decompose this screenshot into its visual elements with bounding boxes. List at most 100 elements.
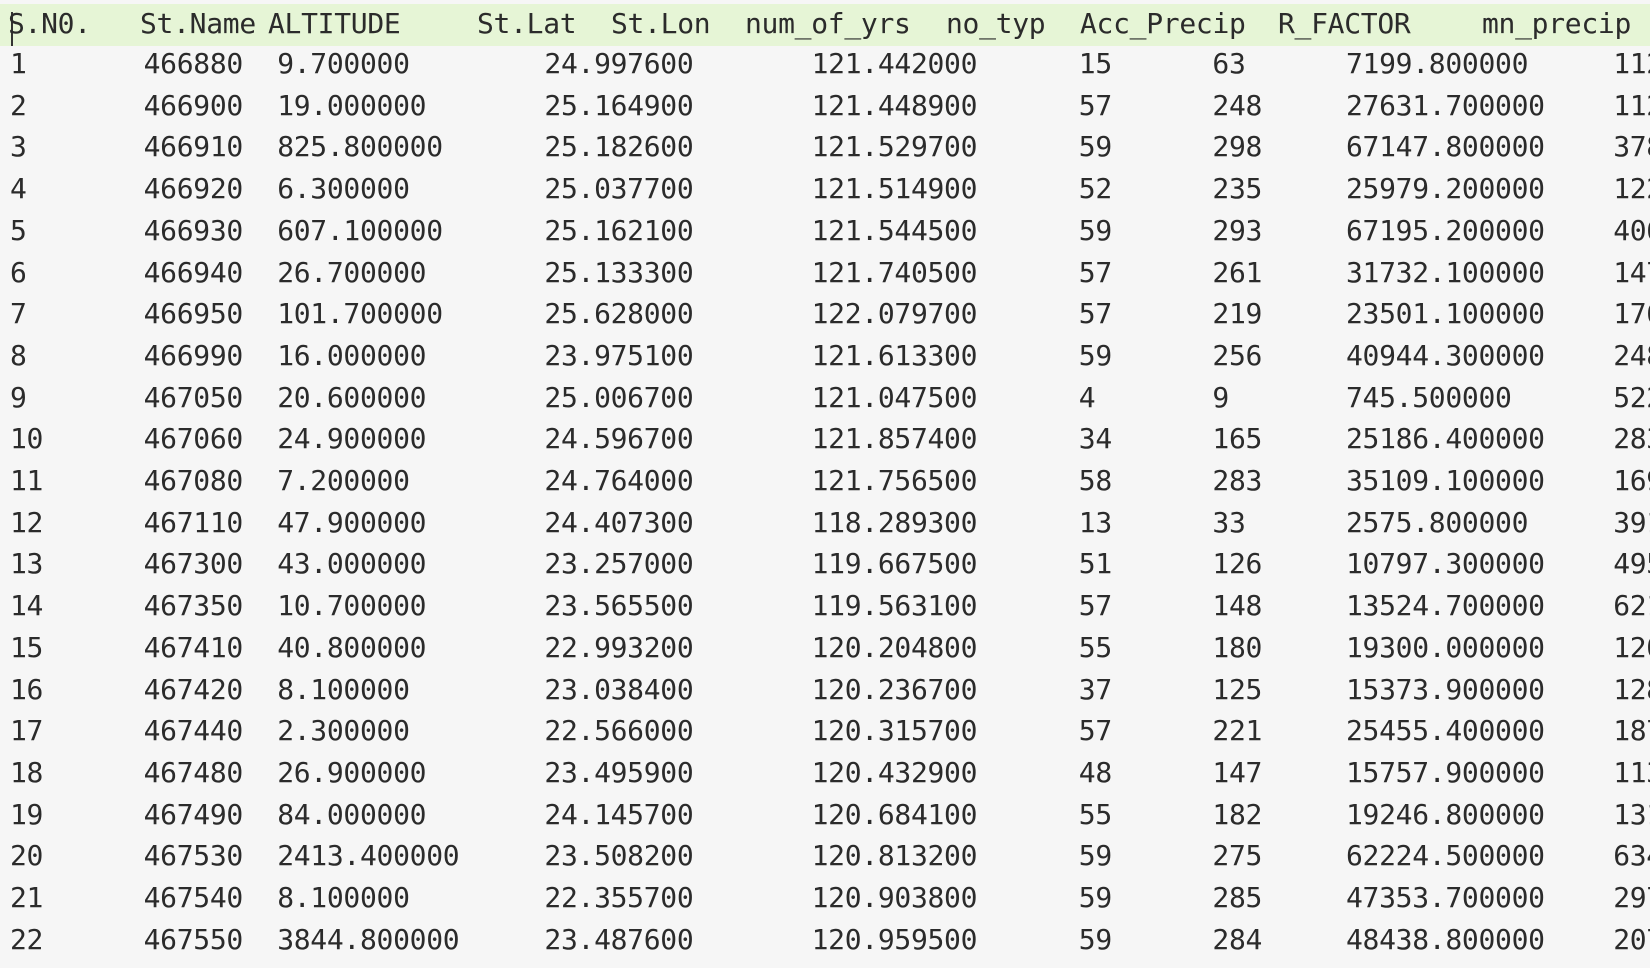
table-cell: 22.993200 (544, 630, 694, 664)
header-cell: S.N0. (8, 7, 91, 40)
table-cell: 59 (1078, 922, 1112, 956)
table-cell: 467300 (143, 547, 244, 581)
table-cell: 24.145700 (544, 797, 694, 831)
table-cell: 8 (10, 338, 27, 372)
header-cell: mn_precip (1482, 7, 1632, 40)
table-cell: 24.407300 (544, 505, 694, 539)
table-cell: 180 (1212, 630, 1263, 664)
table-row: 3 466910 825.800000 25.182600 121.529700 59 29… (0, 133, 1650, 175)
table-row: 7 466950 101.700000 25.628000 122.079700 57 21… (0, 300, 1650, 342)
table-cell: 9.700000 (277, 47, 410, 80)
table-cell: 35109.100000 (1346, 464, 1545, 497)
table-cell: 24.997600 (544, 47, 694, 80)
header-cell: ALTITUDE (268, 7, 401, 40)
table-cell: 47353.700000 (1346, 881, 1545, 914)
table-cell: 2413.400000 (277, 839, 460, 873)
table-cell: 1693.359759 (1613, 464, 1650, 497)
table-cell: 119.667500 (811, 547, 978, 581)
table-cell: 7.200000 (277, 464, 410, 497)
table-cell: 14 (10, 589, 44, 623)
table-cell: 37 (1078, 672, 1112, 706)
table-cell: 62224.500000 (1346, 839, 1545, 873)
table-cell: 18 (10, 755, 44, 789)
table-cell: 25.162100 (544, 213, 694, 247)
table-cell: 1762.092526 (1613, 297, 1650, 331)
table-cell: 2575.800000 (1346, 505, 1529, 539)
table-cell: 147 (1212, 755, 1263, 789)
table-cell: 284 (1212, 922, 1263, 956)
table-row: 5 466930 607.100000 25.162100 121.544500 59 29… (0, 213, 1650, 259)
table-cell: 59 (1078, 338, 1112, 372)
table-cell: 1288.937838 (1613, 672, 1650, 706)
table-cell: 10 (10, 422, 44, 456)
table-cell: 21 (10, 881, 44, 914)
table-row: 22 467550 3844.800000 23.487600 120.959500 59… (0, 922, 1650, 968)
table-cell: 23.565500 (544, 589, 694, 623)
header-cell: num_of_yrs (745, 7, 911, 40)
table-cell: 3844.800000 (277, 922, 460, 956)
table-cell: 22 (10, 922, 44, 956)
table-cell: 19 (10, 797, 44, 831)
table-cell: 391.538000 (1613, 505, 1650, 539)
table-cell: 57 (1078, 297, 1112, 331)
table-cell: 466950 (143, 297, 244, 331)
table-cell: 120.959500 (811, 922, 978, 956)
table-cell: 59 (1078, 839, 1112, 873)
table-cell: 15 (10, 630, 44, 664)
table-cell: 467110 (143, 505, 244, 539)
table-cell: 19300.000000 (1346, 630, 1545, 664)
table-cell: 48438.800000 (1346, 922, 1545, 956)
table-cell: 25455.400000 (1346, 714, 1545, 748)
table-cell: 1222.664692 (1613, 172, 1650, 206)
table-cell: 121.857400 (811, 422, 978, 456)
table-cell: 23.495900 (544, 755, 694, 789)
table-row: 8 466990 16.000000 23.975100 121.613300 59 256… (0, 338, 1650, 384)
table-cell: 467420 (143, 672, 244, 706)
table-cell: 182 (1212, 797, 1263, 831)
table-cell: 466940 (143, 255, 244, 289)
table-cell: 621.137719 (1613, 589, 1650, 623)
table-cell: 26.900000 (277, 755, 427, 789)
table-cell: 9 (1212, 380, 1229, 414)
table-cell: 298 (1212, 130, 1263, 164)
table-cell: 6.300000 (277, 172, 410, 206)
table-cell: 2.300000 (277, 714, 410, 748)
table-cell: 33 (1212, 505, 1246, 539)
header-cell: St.Name (140, 7, 256, 40)
table-row: 19 467490 84.000000 24.145700 120.684100 55 18… (0, 797, 1650, 843)
table-cell: 13 (10, 547, 44, 581)
table-cell: 67147.800000 (1346, 130, 1545, 164)
table-cell: 10797.300000 (1346, 547, 1545, 581)
table-cell: 25.037700 (544, 172, 694, 206)
table-cell: 20.600000 (277, 380, 427, 414)
table-cell: 7 (10, 297, 27, 331)
table-cell: 275 (1212, 839, 1263, 873)
table-cell: 1476.136228 (1613, 255, 1650, 289)
table-cell: 8.100000 (277, 672, 410, 706)
table-cell: 285 (1212, 881, 1263, 914)
table-cell: 31732.100000 (1346, 255, 1545, 289)
table-cell: 12 (10, 505, 44, 539)
text-cursor (11, 12, 13, 46)
table-cell: 467350 (143, 589, 244, 623)
table-cell: 40.800000 (277, 630, 427, 664)
table-cell: 22.566000 (544, 714, 694, 748)
table-cell: 2 (10, 88, 27, 122)
header-cell: St.Lat (477, 7, 577, 40)
table-cell: 466920 (143, 172, 244, 206)
table-cell: 4069.843881 (1613, 213, 1650, 247)
table-cell: 4 (1078, 380, 1096, 414)
table-cell: 9 (10, 380, 27, 414)
table-cell: 235 (1212, 172, 1263, 206)
table-row: 21 467540 8.100000 22.355700 120.903800 59 285… (0, 884, 1650, 926)
table-cell: 121.544500 (811, 213, 978, 247)
table-cell: 120.236700 (811, 672, 978, 706)
table-cell: 293 (1212, 213, 1263, 247)
table-cell: 59 (1078, 881, 1112, 914)
table-cell: 120.204800 (811, 630, 978, 664)
table-cell: 55 (1078, 797, 1112, 831)
table-cell: 2074.327271 (1613, 922, 1650, 956)
table-row: 16 467420 8.100000 23.038400 120.236700 37 125… (0, 672, 1650, 718)
